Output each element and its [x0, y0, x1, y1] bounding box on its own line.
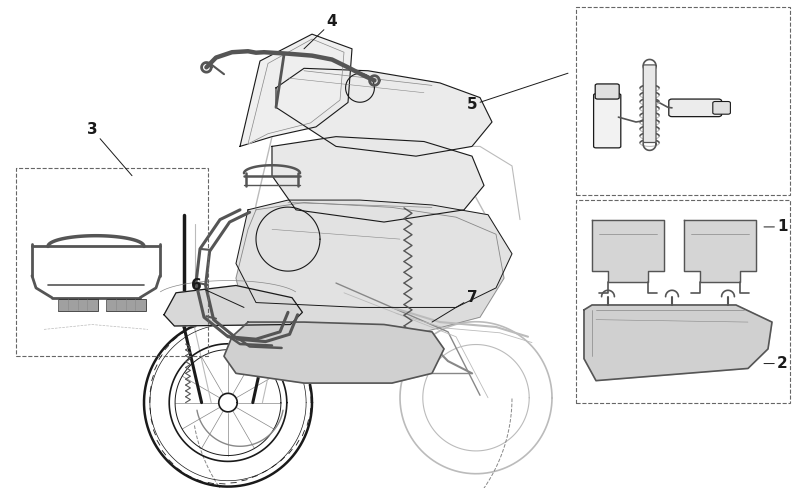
Text: 7: 7 [432, 290, 478, 322]
Polygon shape [236, 203, 504, 337]
FancyBboxPatch shape [595, 84, 619, 99]
Polygon shape [592, 220, 664, 282]
Polygon shape [272, 137, 484, 222]
FancyBboxPatch shape [643, 65, 656, 142]
Polygon shape [236, 200, 512, 307]
Polygon shape [684, 220, 756, 282]
Text: 5: 5 [466, 73, 568, 112]
Bar [58, 299, 98, 311]
Text: JET-PRICE.RU: JET-PRICE.RU [242, 237, 422, 261]
FancyBboxPatch shape [669, 99, 722, 117]
Text: 4: 4 [304, 15, 338, 49]
Bar [16, 168, 208, 356]
Bar [576, 7, 790, 195]
Polygon shape [224, 322, 444, 383]
Text: 2: 2 [764, 356, 788, 371]
Polygon shape [276, 68, 492, 156]
Polygon shape [248, 39, 344, 144]
Polygon shape [164, 285, 302, 326]
Polygon shape [584, 305, 772, 381]
Text: 6: 6 [190, 278, 244, 307]
Polygon shape [330, 163, 462, 296]
FancyBboxPatch shape [713, 102, 730, 114]
Bar [106, 299, 146, 311]
FancyBboxPatch shape [594, 94, 621, 148]
Text: 1: 1 [764, 220, 788, 234]
Bar [576, 200, 790, 403]
Polygon shape [240, 34, 352, 146]
Text: 3: 3 [86, 122, 132, 176]
